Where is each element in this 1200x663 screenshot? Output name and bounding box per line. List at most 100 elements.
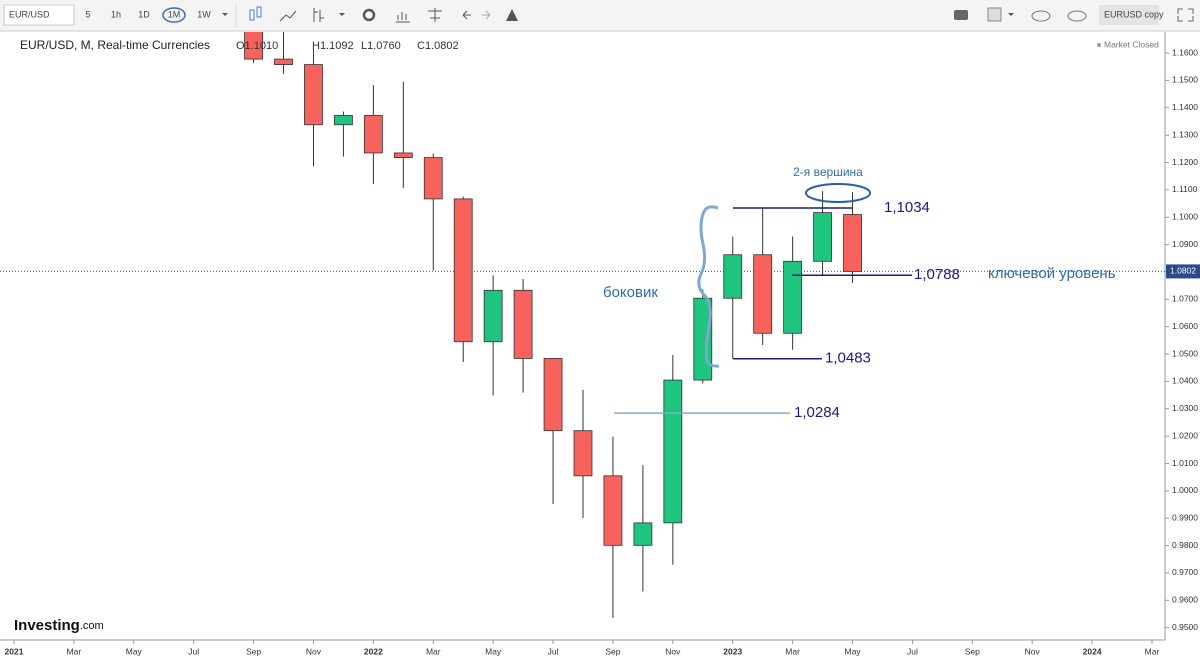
interval-button[interactable]: 5 bbox=[85, 9, 90, 19]
range-bracket bbox=[697, 205, 720, 368]
logo: Investing.com bbox=[14, 617, 104, 634]
candle-body bbox=[573, 430, 593, 477]
annotation: 2-я вершина bbox=[793, 165, 863, 179]
y-tick-label: 1.0400 bbox=[1172, 376, 1198, 386]
settings-icon[interactable] bbox=[362, 8, 376, 22]
x-tick-label: 2024 bbox=[1083, 646, 1102, 656]
candle-body bbox=[603, 475, 623, 546]
candle-body bbox=[663, 379, 683, 524]
y-tick-label: 1.0900 bbox=[1172, 239, 1198, 249]
y-tick-label: 1.1200 bbox=[1172, 157, 1198, 167]
last-price-label: 1.0802 bbox=[1170, 266, 1196, 276]
candle-body bbox=[723, 254, 743, 299]
dropdown-arrow[interactable] bbox=[339, 13, 345, 16]
level-label: 1,0788 bbox=[914, 266, 960, 283]
y-tick-label: 1.1500 bbox=[1172, 75, 1198, 85]
y-tick-label: 0.9600 bbox=[1172, 595, 1198, 605]
logo-brand: Investing bbox=[14, 617, 80, 634]
x-tick-label: Nov bbox=[306, 646, 322, 656]
x-tick-label: 2023 bbox=[723, 646, 742, 656]
candle-body bbox=[783, 260, 803, 334]
level-label: 1,1034 bbox=[884, 199, 930, 216]
layout-icon[interactable] bbox=[987, 7, 1002, 22]
compare-icon[interactable] bbox=[428, 8, 442, 22]
x-tick-label: Jul bbox=[548, 646, 559, 656]
dropdown-arrow[interactable] bbox=[222, 13, 228, 16]
last-price-tag bbox=[1166, 264, 1200, 279]
x-tick-label: 2021 bbox=[5, 646, 24, 656]
y-tick-label: 1.0300 bbox=[1172, 403, 1198, 413]
layout-name[interactable]: EURUSD copy bbox=[1104, 9, 1164, 19]
candle-body bbox=[334, 115, 353, 126]
y-tick-label: 0.9500 bbox=[1172, 622, 1198, 632]
chart-header: EUR/USD, M, Real-time Currencies bbox=[20, 38, 210, 52]
y-tick-label: 0.9800 bbox=[1172, 540, 1198, 550]
level-label: 1,0483 bbox=[825, 350, 871, 367]
redo-icon[interactable] bbox=[482, 10, 491, 20]
y-tick-label: 1.1100 bbox=[1172, 184, 1198, 194]
fullscreen-icon[interactable] bbox=[1177, 8, 1194, 22]
y-tick-label: 1.1300 bbox=[1172, 129, 1198, 139]
indicators-icon[interactable] bbox=[396, 12, 410, 23]
y-tick-label: 1.0600 bbox=[1172, 321, 1198, 331]
candle-body bbox=[753, 254, 773, 334]
ohlc-low: L1.0760 bbox=[361, 40, 401, 52]
candle-body bbox=[304, 64, 323, 126]
x-tick-label: Mar bbox=[1145, 646, 1160, 656]
line-icon[interactable] bbox=[279, 10, 297, 22]
camera-icon[interactable] bbox=[954, 10, 968, 20]
y-tick-label: 1.0000 bbox=[1172, 485, 1198, 495]
candle-body bbox=[543, 358, 563, 432]
x-tick-label: May bbox=[126, 646, 143, 656]
candle-body bbox=[274, 58, 293, 65]
candle-body bbox=[843, 214, 862, 272]
layout-name-box[interactable] bbox=[1099, 5, 1159, 25]
x-tick-label: Jul bbox=[907, 646, 918, 656]
y-tick-label: 1.0200 bbox=[1172, 430, 1198, 440]
x-tick-label: Sep bbox=[605, 646, 620, 656]
candle-body bbox=[393, 152, 413, 158]
candle-body bbox=[483, 289, 503, 343]
y-tick-label: 1.1600 bbox=[1172, 47, 1198, 57]
alert-icon[interactable] bbox=[506, 9, 518, 21]
y-tick-label: 1.0500 bbox=[1172, 348, 1198, 358]
y-tick-label: 1.0700 bbox=[1172, 294, 1198, 304]
ohlc-close: C1.0802 bbox=[417, 40, 459, 52]
candle-body bbox=[423, 157, 443, 200]
interval-button[interactable]: 1M bbox=[168, 9, 181, 19]
chart-type-icon[interactable] bbox=[249, 6, 262, 21]
candle-body bbox=[244, 32, 263, 60]
y-tick-label: 1.0100 bbox=[1172, 458, 1198, 468]
market-status: Market Closed bbox=[1104, 39, 1159, 49]
x-tick-label: Nov bbox=[1025, 646, 1041, 656]
cloud-upload-icon[interactable] bbox=[1067, 10, 1087, 22]
candle-body bbox=[453, 198, 473, 343]
y-tick-label: 1.1400 bbox=[1172, 102, 1198, 112]
interval-button[interactable]: 1h bbox=[111, 9, 121, 19]
x-tick-label: May bbox=[485, 646, 502, 656]
level-label: 1,0284 bbox=[794, 404, 840, 421]
symbol[interactable]: EUR/USD bbox=[9, 9, 50, 19]
status-dot bbox=[1097, 43, 1101, 47]
bar-icon[interactable] bbox=[313, 8, 324, 22]
candle-body bbox=[633, 522, 653, 546]
ohlc-open: O1.1010 bbox=[236, 40, 278, 52]
dropdown-arrow[interactable] bbox=[1008, 13, 1014, 16]
candle-body bbox=[813, 212, 832, 262]
interval-button[interactable]: 1D bbox=[138, 9, 150, 19]
ohlc-high: H1.1092 bbox=[312, 40, 354, 52]
x-tick-label: Sep bbox=[246, 646, 261, 656]
toolbar: EUR/USD 5 1h 1D 1M 1W EURUSD copy bbox=[0, 0, 1200, 32]
x-tick-label: Sep bbox=[965, 646, 980, 656]
selected-interval-ring bbox=[162, 7, 186, 23]
cloud-icon[interactable] bbox=[1031, 10, 1051, 22]
undo-icon[interactable] bbox=[462, 10, 471, 20]
symbol-box[interactable] bbox=[3, 4, 75, 26]
interval-button[interactable]: 1W bbox=[197, 9, 211, 19]
x-tick-label: Nov bbox=[665, 646, 681, 656]
y-tick-label: 0.9900 bbox=[1172, 512, 1198, 522]
candle-body bbox=[363, 115, 383, 154]
y-tick-label: 1.1000 bbox=[1172, 211, 1198, 221]
